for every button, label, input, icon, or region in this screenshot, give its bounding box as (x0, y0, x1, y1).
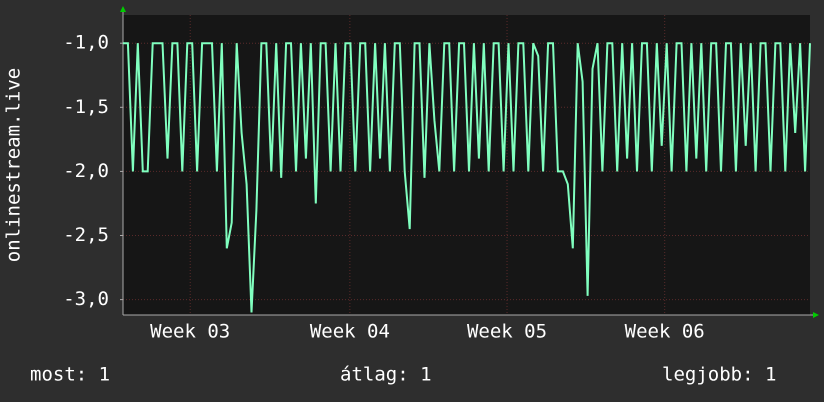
x-tick-label: Week 05 (467, 321, 547, 343)
y-tick-label: -2,5 (63, 224, 109, 246)
y-axis-label: onlinestream.live (3, 68, 25, 262)
axis-arrow (813, 312, 819, 318)
x-tick-label: Week 03 (150, 321, 230, 343)
data-line (123, 42, 811, 313)
footer-stat: átlag: 1 (340, 364, 432, 386)
footer-stat: most: 1 (30, 364, 110, 386)
axis-arrow (120, 6, 126, 12)
y-tick-label: -1,0 (63, 32, 109, 54)
footer-stat: legjobb: 1 (662, 364, 776, 386)
y-tick-label: -2,0 (63, 160, 109, 182)
y-tick-label: -3,0 (63, 288, 109, 310)
x-tick-label: Week 06 (625, 321, 705, 343)
x-tick-label: Week 04 (310, 321, 390, 343)
y-tick-label: -1,5 (63, 96, 109, 118)
